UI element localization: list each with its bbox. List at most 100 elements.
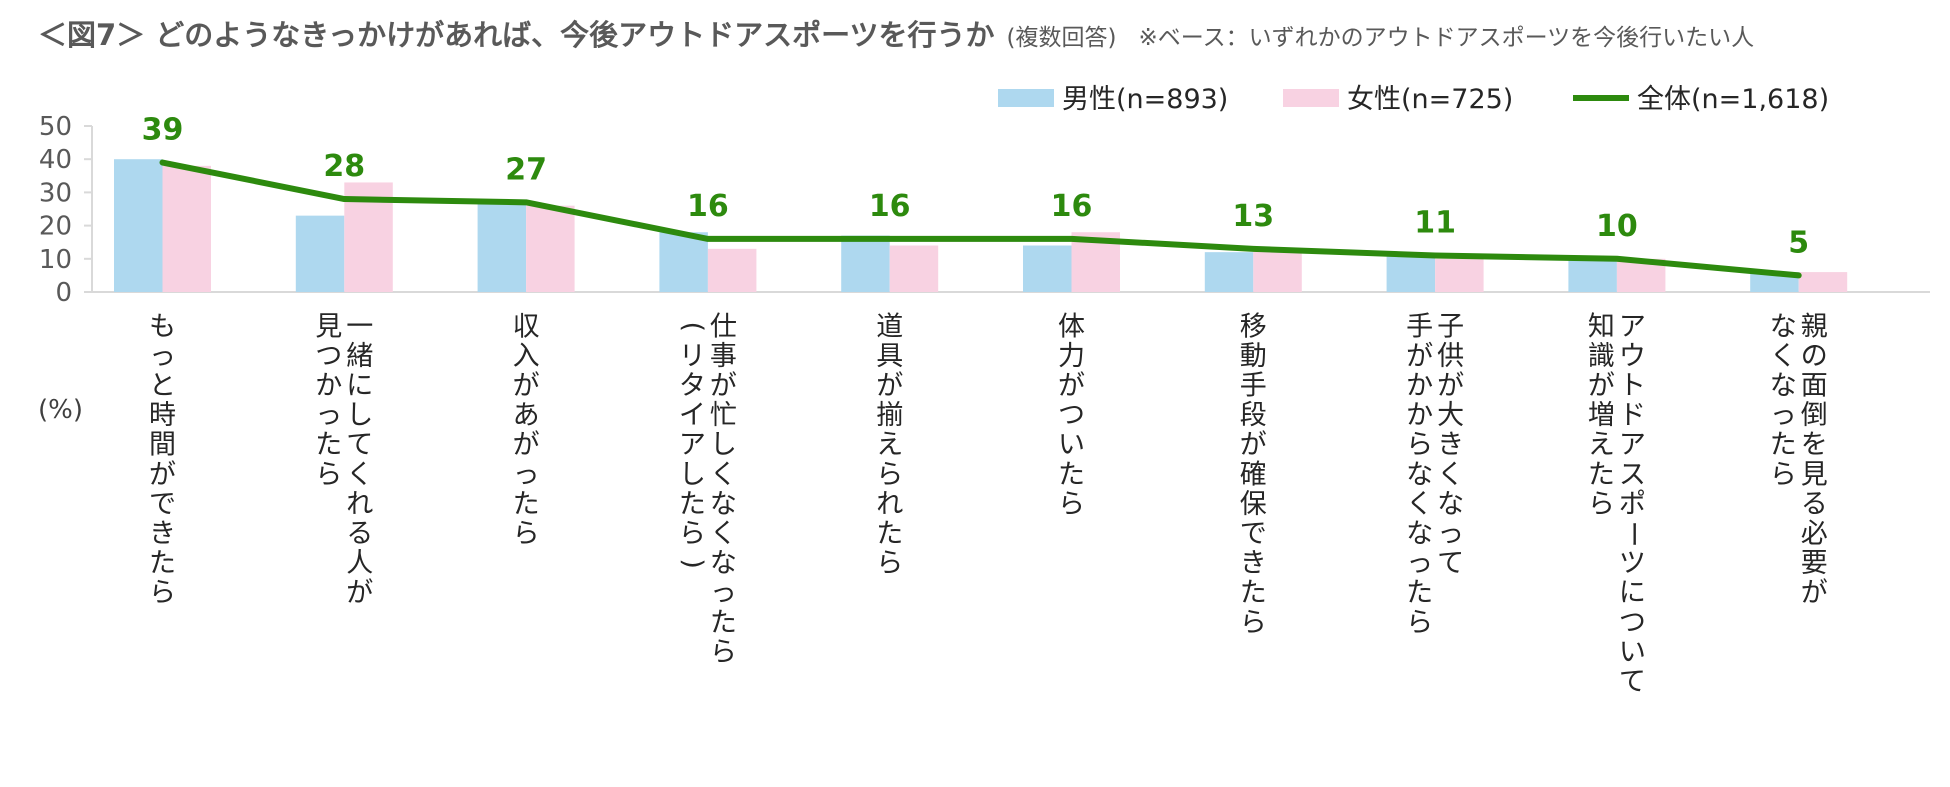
y-tick-label: 50 bbox=[39, 112, 72, 142]
x-category-label: 大 bbox=[1437, 400, 1464, 431]
x-category-label: な bbox=[1437, 489, 1464, 520]
x-category-label: 保 bbox=[1240, 489, 1267, 520]
x-category-label: 揃 bbox=[876, 400, 903, 431]
x-category-label: 段 bbox=[1240, 400, 1267, 431]
y-tick-label: 30 bbox=[39, 178, 72, 208]
x-category-label: 子 bbox=[1437, 311, 1464, 342]
x-category-label: っ bbox=[149, 341, 176, 372]
x-category-label: 見 bbox=[315, 311, 342, 342]
x-category-label: と bbox=[149, 371, 176, 402]
x-category-label: 緒 bbox=[346, 341, 373, 372]
total-value-label: 10 bbox=[1596, 209, 1638, 244]
bar-male bbox=[1386, 255, 1436, 292]
x-category-label: 道 bbox=[876, 311, 903, 342]
chart-base-note: ※ベース：いずれかのアウトドアスポーツを今後行いたい人 bbox=[1138, 25, 1755, 51]
legend-male-label: 男性(n=893) bbox=[1062, 84, 1228, 115]
x-category-label: 必 bbox=[1801, 519, 1828, 550]
x-category-label: ポ bbox=[1619, 489, 1646, 520]
x-category-label: 面 bbox=[1801, 371, 1828, 402]
total-value-label: 11 bbox=[1414, 205, 1456, 240]
x-category-label: に bbox=[1619, 578, 1646, 609]
x-category-label: た bbox=[679, 489, 706, 520]
x-category-label: ) bbox=[677, 558, 708, 569]
x-category-label: か bbox=[1406, 371, 1433, 402]
x-category-label: ら bbox=[513, 519, 540, 550]
x-category-label: て bbox=[1437, 548, 1464, 579]
x-category-label: 識 bbox=[1588, 341, 1615, 372]
x-category-label: が bbox=[710, 371, 737, 402]
bar-male bbox=[295, 215, 345, 292]
x-category-label: れ bbox=[876, 489, 903, 520]
x-category-label: 要 bbox=[1801, 548, 1828, 579]
x-category-label: 忙 bbox=[710, 400, 737, 431]
x-category-label: 間 bbox=[149, 430, 176, 461]
bars bbox=[114, 159, 1848, 292]
x-category-label: た bbox=[876, 519, 903, 550]
total-series-line bbox=[159, 159, 1802, 279]
x-category-label: ら bbox=[1588, 489, 1615, 520]
legend-total-label: 全体(n=1,618) bbox=[1637, 84, 1829, 115]
x-category-label: イ bbox=[679, 400, 706, 431]
x-category-label: 力 bbox=[1058, 341, 1085, 372]
x-category-label: が bbox=[876, 371, 903, 402]
x-category-label: が bbox=[513, 371, 540, 402]
chart-title-sub: (複数回答) bbox=[1006, 25, 1117, 51]
x-category-label: つ bbox=[1619, 607, 1646, 638]
x-category-label: 倒 bbox=[1801, 400, 1828, 431]
x-category-label: っ bbox=[710, 578, 737, 609]
x-category-label: き bbox=[149, 519, 176, 550]
total-value-label: 27 bbox=[505, 152, 547, 187]
x-category-label: た bbox=[315, 430, 342, 461]
x-category-label: 一 bbox=[346, 311, 373, 342]
bar-female bbox=[1435, 258, 1484, 292]
x-category-label: た bbox=[1770, 430, 1797, 461]
x-category-label: ウ bbox=[1619, 341, 1646, 372]
x-category-label: 時 bbox=[149, 400, 176, 431]
x-category-label: が bbox=[1240, 430, 1267, 461]
total-value-label: 5 bbox=[1788, 225, 1809, 260]
x-category-label: ら bbox=[710, 637, 737, 668]
bar-male bbox=[1204, 252, 1254, 292]
x-category-label: ド bbox=[1619, 400, 1646, 431]
x-category-label: 移 bbox=[1240, 311, 1267, 342]
x-category-label: っ bbox=[513, 459, 540, 490]
total-value-label: 28 bbox=[323, 149, 365, 184]
x-category-label: が bbox=[149, 459, 176, 490]
x-category-label: 手 bbox=[1240, 371, 1267, 402]
bar-male bbox=[659, 232, 708, 292]
bar-female bbox=[707, 248, 757, 292]
y-tick-label: 0 bbox=[55, 278, 72, 308]
legend: 男性(n=893) 女性(n=725) 全体(n=1,618) bbox=[998, 84, 1829, 115]
x-category-label: で bbox=[1240, 519, 1267, 550]
x-category-label: に bbox=[346, 371, 373, 402]
x-category-label: い bbox=[1619, 637, 1646, 668]
x-category-label: な bbox=[1770, 371, 1797, 402]
x-category-label: っ bbox=[1770, 400, 1797, 431]
x-category-label: え bbox=[876, 430, 903, 461]
x-category-label: ら bbox=[876, 548, 903, 579]
x-category-label: ツ bbox=[1619, 548, 1646, 579]
x-category-label: つ bbox=[315, 341, 342, 372]
total-value-label: 16 bbox=[687, 189, 729, 224]
x-category-label: の bbox=[1801, 341, 1828, 372]
x-category-label: が bbox=[1058, 371, 1085, 402]
x-category-label: な bbox=[710, 548, 737, 579]
x-category-label: ト bbox=[1619, 371, 1646, 402]
x-category-label: ら bbox=[876, 459, 903, 490]
x-category-label: ス bbox=[1619, 459, 1646, 490]
chart-title: ＜図7＞ どのようなきっかけがあれば、今後アウトドアスポーツを行うか (複数回答… bbox=[38, 12, 1754, 60]
x-category-label: 入 bbox=[513, 341, 540, 372]
x-category-label: て bbox=[1619, 667, 1646, 698]
x-category-label: く bbox=[1437, 459, 1464, 490]
x-category-label: つ bbox=[1058, 400, 1085, 431]
x-category-label: 人 bbox=[346, 548, 373, 579]
bar-male bbox=[841, 235, 890, 292]
x-category-label: ら bbox=[315, 459, 342, 490]
total-value-label: 16 bbox=[1051, 189, 1093, 224]
x-category-label: た bbox=[1058, 459, 1085, 490]
x-category-label: な bbox=[1770, 311, 1797, 342]
x-category-label: ら bbox=[1406, 430, 1433, 461]
x-category-label: リ bbox=[679, 341, 706, 372]
x-category-label: あ bbox=[513, 400, 540, 431]
